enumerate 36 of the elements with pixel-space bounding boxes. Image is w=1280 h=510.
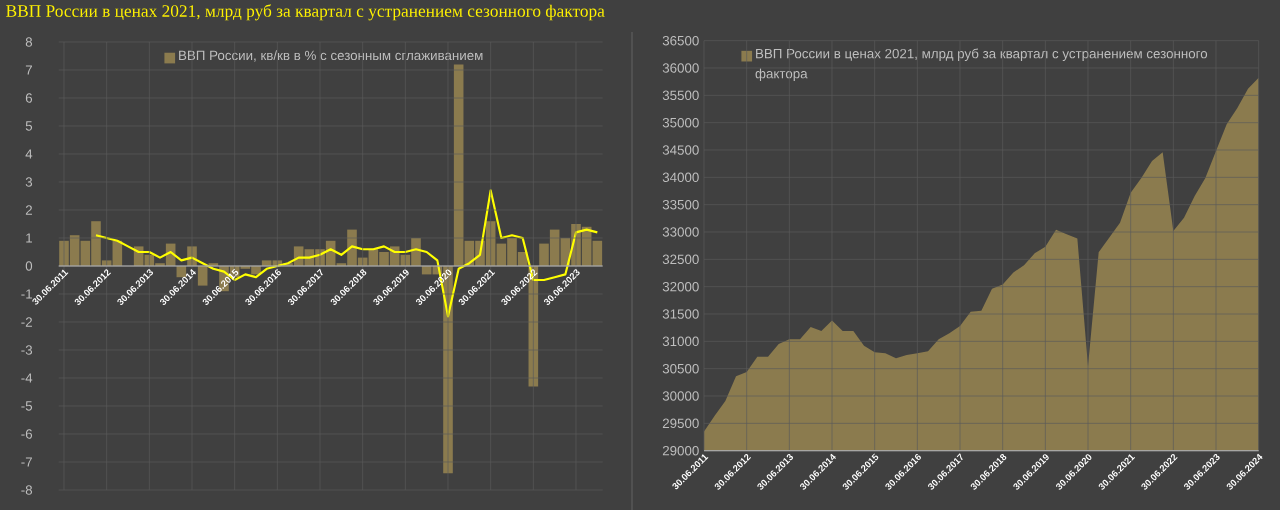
- y-tick-label: 31500: [662, 309, 699, 319]
- y-tick-label: 2: [25, 205, 32, 215]
- y-tick-label: 29000: [662, 445, 699, 456]
- y-tick-label: 0: [25, 261, 33, 271]
- y-tick-label: 33500: [662, 199, 699, 210]
- y-tick-label: 8: [25, 37, 33, 47]
- y-tick-label: 36500: [662, 35, 699, 46]
- y-tick-label: -8: [21, 485, 33, 495]
- y-tick-label: 32500: [662, 254, 699, 265]
- y-tick-label: -2: [21, 317, 32, 327]
- y-tick-label: 31000: [662, 336, 699, 347]
- y-tick-label: -5: [21, 401, 33, 411]
- y-tick-label: 6: [25, 93, 33, 103]
- y-tick-label: 34000: [662, 172, 699, 183]
- y-tick-label: 29500: [662, 418, 699, 429]
- y-tick-label: 36000: [662, 63, 699, 73]
- y-tick-label: 35500: [662, 90, 699, 101]
- y-tick-label: 5: [25, 121, 33, 131]
- y-tick-label: 4: [25, 149, 33, 159]
- y-tick-label: 30000: [662, 391, 699, 401]
- y-tick-label: -7: [21, 457, 32, 467]
- y-tick-label: 1: [26, 233, 32, 243]
- y-tick-label: 35000: [662, 117, 699, 128]
- y-tick-label: 3: [25, 177, 33, 187]
- chart-title: ВВП России в ценах 2021, млрд руб за квартал с устранением сезонного фактора: [6, 4, 605, 21]
- y-tick-label: 7: [25, 65, 32, 75]
- y-tick-label: -6: [21, 429, 33, 439]
- y-tick-label: -1: [21, 289, 32, 299]
- legend-label: ВВП России, кв/кв в % с сезонным сглаживанием: [179, 50, 483, 62]
- y-tick-label: 33000: [662, 227, 699, 237]
- y-tick-label: 34500: [662, 145, 699, 155]
- y-tick-label: -3: [21, 345, 33, 355]
- y-tick-label: 32000: [662, 281, 699, 292]
- y-tick-label: -4: [21, 373, 33, 383]
- legend-label: ВВП России в ценах 2021, млрд руб за квартал с устранением сезонного фактора: [755, 48, 1208, 81]
- y-tick-label: 30500: [662, 363, 699, 374]
